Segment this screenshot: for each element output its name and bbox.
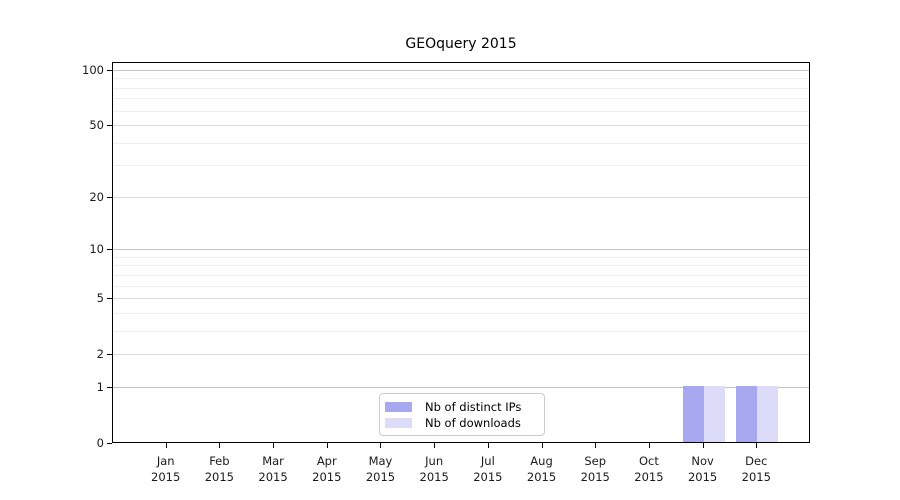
gridline-minor: [113, 78, 809, 80]
y-axis-label: 2: [96, 347, 104, 362]
gridline-minor: [113, 312, 809, 314]
gridline-major: [113, 386, 809, 388]
y-axis-label: 0: [96, 436, 104, 450]
y-axis-tick: [107, 69, 112, 71]
bar-downloads: [757, 385, 779, 442]
gridline-minor: [113, 165, 809, 167]
y-axis-tick: [107, 249, 112, 251]
gridline-minor: [113, 142, 809, 144]
x-axis-label: Nov 2015: [675, 453, 731, 485]
x-axis-tick: [595, 443, 597, 448]
x-axis-tick: [380, 443, 382, 448]
y-axis-tick: [107, 196, 112, 198]
bar-downloads: [703, 385, 725, 442]
x-axis-tick: [648, 443, 650, 448]
x-axis-tick: [756, 443, 758, 448]
x-axis-year-label: 2015: [151, 470, 181, 484]
gridline-mid: [113, 196, 809, 198]
x-axis-label: Dec 2015: [728, 453, 784, 485]
gridline-minor: [113, 110, 809, 112]
x-axis-tick: [541, 443, 543, 448]
gridline-major: [113, 69, 809, 71]
x-axis-tick: [219, 443, 221, 448]
x-axis-tick: [434, 443, 436, 448]
x-axis-year-label: 2015: [687, 470, 718, 484]
plot-area: [112, 62, 810, 443]
gridline-minor: [113, 274, 809, 276]
gridline-minor: [113, 98, 809, 100]
gridline-mid: [113, 125, 809, 127]
y-axis-label: 100: [82, 62, 104, 77]
gridline-minor: [113, 285, 809, 287]
x-axis-year-label: 2015: [634, 470, 664, 484]
x-axis-year-label: 2015: [526, 470, 557, 484]
gridline-minor: [113, 265, 809, 267]
x-axis-tick: [165, 443, 167, 448]
x-axis-year-label: 2015: [419, 470, 449, 484]
legend-label: Nb of downloads: [425, 416, 521, 430]
gridline-minor: [113, 330, 809, 332]
x-axis-label: May 2015: [352, 453, 408, 485]
legend: Nb of distinct IPs Nb of downloads: [379, 393, 545, 436]
bar-distinct-ips: [736, 385, 758, 442]
legend-label: Nb of distinct IPs: [425, 400, 522, 414]
y-axis-tick: [107, 354, 112, 356]
x-axis-year-label: 2015: [312, 470, 342, 484]
x-axis-label: Apr 2015: [299, 453, 355, 485]
x-axis-label: Jun 2015: [406, 453, 462, 485]
gridline-minor: [113, 256, 809, 258]
chart-title: GEOquery 2015: [405, 36, 517, 52]
x-axis-label: Aug 2015: [514, 453, 570, 485]
gridline-mid: [113, 354, 809, 356]
legend-swatch-downloads: [385, 418, 412, 428]
y-axis-label: 10: [89, 242, 104, 257]
x-axis-year-label: 2015: [473, 470, 503, 484]
y-axis-label: 1: [96, 379, 104, 394]
y-axis-label: 50: [89, 118, 104, 133]
x-axis-year-label: 2015: [741, 470, 771, 484]
x-axis-year-label: 2015: [204, 470, 235, 484]
x-axis-label: Sep 2015: [567, 453, 623, 485]
legend-swatch-distinct-ips: [385, 402, 412, 412]
gridline-major: [113, 249, 809, 251]
x-axis-label: Jan 2015: [138, 453, 194, 485]
y-axis-tick: [107, 443, 112, 444]
x-axis-year-label: 2015: [258, 470, 288, 484]
x-axis-tick: [273, 443, 275, 448]
x-axis-tick: [487, 443, 489, 448]
x-axis-label: Oct 2015: [621, 453, 677, 485]
y-axis-label: 5: [96, 291, 104, 306]
y-axis-tick: [107, 386, 112, 388]
gridline-minor: [113, 87, 809, 89]
y-axis-tick: [107, 125, 112, 127]
legend-item-distinct-ips: Nb of distinct IPs: [385, 400, 536, 414]
legend-item-downloads: Nb of downloads: [385, 416, 536, 430]
y-axis-label: 20: [89, 189, 104, 204]
x-axis-label: Jul 2015: [460, 453, 516, 485]
x-axis-tick: [326, 443, 328, 448]
bar-distinct-ips: [682, 385, 704, 442]
x-axis-year-label: 2015: [580, 470, 610, 484]
x-axis-tick: [702, 443, 704, 448]
y-axis-tick: [107, 298, 112, 300]
gridline-mid: [113, 298, 809, 300]
x-axis-label: Feb 2015: [191, 453, 247, 485]
x-axis-year-label: 2015: [365, 470, 396, 484]
x-axis-label: Mar 2015: [245, 453, 301, 485]
